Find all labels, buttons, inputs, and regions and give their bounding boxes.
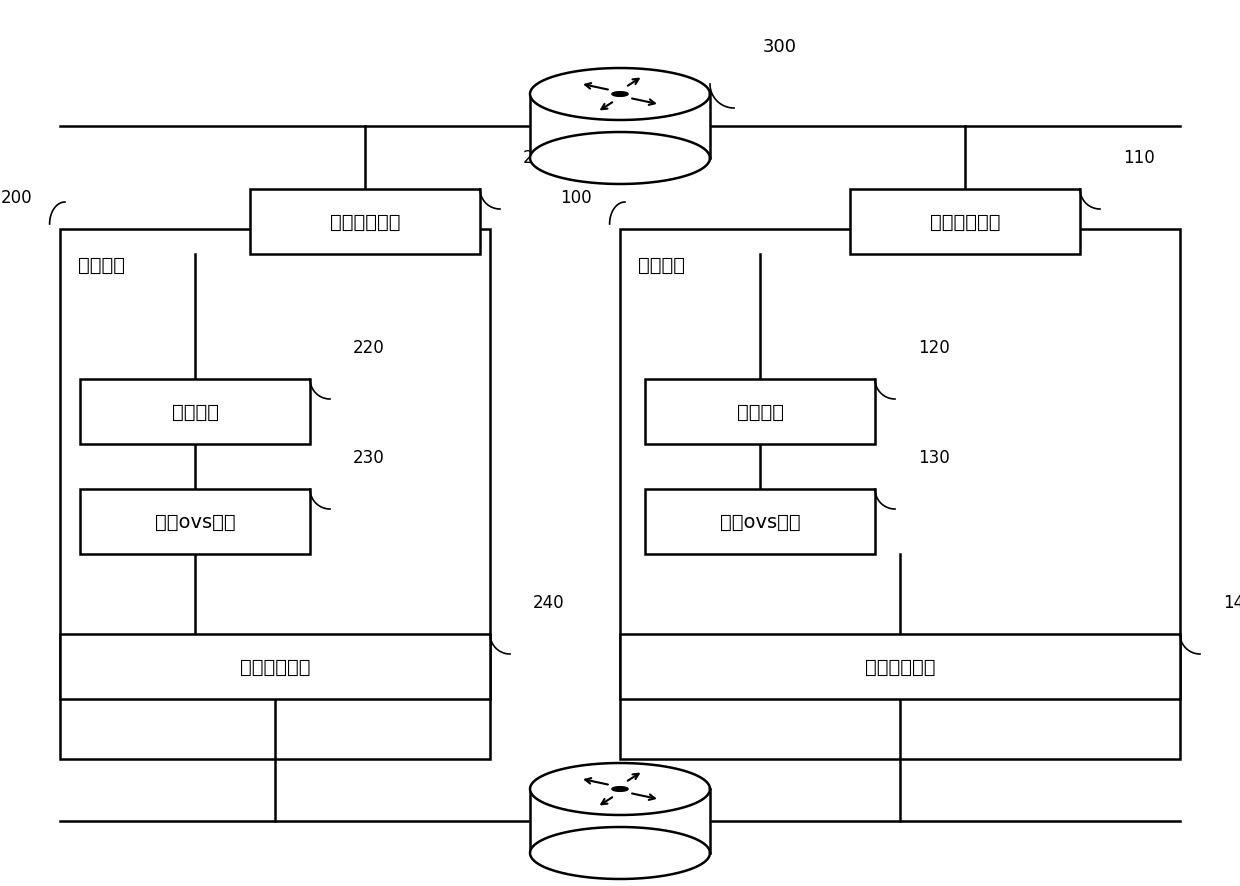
Text: 第一ovs网桥: 第一ovs网桥 — [719, 512, 800, 532]
Polygon shape — [529, 69, 711, 120]
Text: 200: 200 — [0, 189, 32, 206]
Polygon shape — [529, 133, 711, 185]
Bar — [60, 229, 490, 759]
Text: 120: 120 — [918, 338, 950, 356]
Text: 240: 240 — [533, 594, 564, 611]
Text: 第一外网网卡: 第一外网网卡 — [864, 657, 935, 676]
Text: 220: 220 — [353, 338, 384, 356]
Text: 100: 100 — [560, 189, 591, 206]
Polygon shape — [529, 789, 711, 853]
Text: 130: 130 — [918, 448, 950, 466]
Bar — [645, 379, 875, 445]
Text: 110: 110 — [1123, 149, 1154, 167]
Text: 第二ovs网桥: 第二ovs网桥 — [155, 512, 236, 532]
Text: 第二外网网卡: 第二外网网卡 — [239, 657, 310, 676]
Text: 第二内网网卡: 第二内网网卡 — [330, 213, 401, 232]
Polygon shape — [611, 787, 629, 791]
Bar — [81, 489, 310, 555]
Bar — [849, 190, 1080, 254]
Polygon shape — [529, 763, 711, 815]
Bar — [620, 634, 1180, 699]
Bar — [645, 489, 875, 555]
Polygon shape — [529, 95, 711, 159]
Polygon shape — [611, 92, 629, 97]
Polygon shape — [529, 827, 711, 879]
Text: 网关容器: 网关容器 — [171, 402, 218, 422]
Text: 300: 300 — [763, 38, 797, 56]
Text: 应用容器: 应用容器 — [737, 402, 784, 422]
Text: 210: 210 — [523, 149, 554, 167]
Text: 第一主机: 第一主机 — [639, 255, 684, 274]
Text: 第二主机: 第二主机 — [78, 255, 125, 274]
Text: 140: 140 — [1223, 594, 1240, 611]
Bar — [250, 190, 480, 254]
Text: 230: 230 — [353, 448, 384, 466]
Bar — [620, 229, 1180, 759]
Bar — [60, 634, 490, 699]
Bar — [81, 379, 310, 445]
Text: 第一内网网卡: 第一内网网卡 — [930, 213, 1001, 232]
